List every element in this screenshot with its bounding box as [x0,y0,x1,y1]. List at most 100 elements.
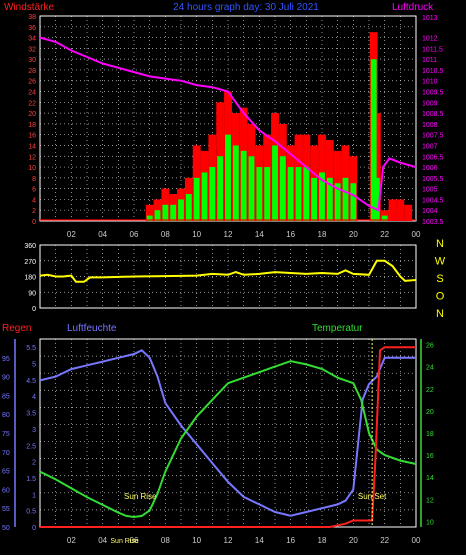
pressure-ytick-1013: 1013 [422,15,438,22]
left-title: Windstärke [4,2,54,13]
sun-rise-label: Sun Rise [124,492,157,501]
direction-line [39,259,417,283]
temperatur-label: Temperatur [312,323,363,334]
gust-bar [388,199,397,221]
humidity-ytick-65: 65 [2,469,10,476]
avg-bar [201,172,208,221]
temperature-line [39,360,417,519]
avg-bar [311,177,318,221]
wind-xtick-10: 10 [192,230,201,239]
wind-ytick-16: 16 [28,133,36,140]
wind-xtick-22: 22 [380,230,389,239]
humidity-ytick-50: 50 [2,525,10,532]
wind-ytick-20: 20 [28,111,36,118]
temp-ytick-26: 26 [426,343,434,350]
avg-bar [170,204,177,221]
avg-bar [154,210,161,221]
pressure-ytick-1003.5: 1003.5 [422,219,444,226]
climate-xtick-16: 16 [286,536,295,545]
wind-xtick-12: 12 [224,230,233,239]
humidity-line [39,349,416,517]
climate-xtick-14: 14 [255,536,264,545]
climate-xtick-02: 02 [67,536,76,545]
chart-title: 24 hours graph day: 30 Juli 2021 [173,2,319,13]
pressure-ytick-1007.5: 1007.5 [422,133,444,140]
avg-bar [264,167,271,221]
gust-bar [396,199,405,221]
wind-ytick-32: 32 [28,46,36,53]
rain-ytick-2.5: 2.5 [26,443,36,450]
wind-ytick-14: 14 [28,143,36,150]
pressure-ytick-1006: 1006 [422,165,438,172]
pressure-ytick-1005.5: 1005.5 [422,176,444,183]
wind-xtick-02: 02 [67,230,76,239]
wind-ytick-6: 6 [32,187,36,194]
avg-bar [279,156,286,221]
rain-ytick-5.5: 5.5 [26,345,36,352]
rain-ytick-4.5: 4.5 [26,378,36,385]
pressure-ytick-1006.5: 1006.5 [422,154,444,161]
rain-ytick-4: 4 [32,394,36,401]
humidity-ytick-85: 85 [2,393,10,400]
humidity-ytick-90: 90 [2,375,10,382]
avg-bar [342,177,349,221]
climate-xtick-20: 20 [349,536,358,545]
pressure-ytick-1004: 1004 [422,208,438,215]
gust-bar [380,210,389,221]
dir-ytick-90: 90 [28,290,36,297]
pressure-ytick-1011.5: 1011.5 [422,46,443,53]
dir-ytick-270: 270 [24,259,36,266]
avg-bar [303,167,310,221]
pressure-ytick-1009.5: 1009.5 [422,90,444,97]
temp-ytick-18: 18 [426,431,434,438]
humidity-ytick-60: 60 [2,487,10,494]
avg-bar [381,215,388,221]
avg-bar [319,172,325,221]
temp-ytick-24: 24 [426,365,434,372]
temp-ytick-22: 22 [426,387,434,394]
temp-ytick-10: 10 [426,519,434,526]
climate-xtick-06: 06 [130,536,139,545]
wind-ytick-0: 0 [32,219,36,226]
rain-ytick-1.5: 1.5 [26,476,36,483]
wind-xtick-06: 06 [130,230,139,239]
compass-N: N [436,238,444,250]
rain-ytick-3.5: 3.5 [26,411,36,418]
avg-bar [162,204,169,221]
gust-bar [404,204,413,221]
wind-ytick-36: 36 [28,25,36,32]
avg-bar [373,177,380,221]
wind-ytick-22: 22 [28,100,36,107]
compass-S: S [436,273,443,285]
wind-ytick-38: 38 [28,14,36,21]
wind-xtick-20: 20 [349,230,358,239]
avg-bar [334,183,341,221]
pressure-line [39,36,417,212]
avg-bar [232,145,239,221]
climate-xtick-10: 10 [192,536,201,545]
regen-label: Regen [2,323,31,334]
pressure-ytick-1004.5: 1004.5 [422,197,444,204]
wind-ytick-24: 24 [28,90,36,97]
avg-bar [146,215,153,221]
avg-bar [217,156,224,221]
humidity-ytick-55: 55 [2,506,10,513]
climate-xtick-08: 08 [161,536,170,545]
wind-xtick-08: 08 [161,230,170,239]
avg-bar [185,194,192,221]
avg-bar [295,167,302,221]
wind-ytick-10: 10 [28,165,36,172]
rain-ytick-1: 1 [32,492,36,499]
compass-N: N [436,308,444,320]
avg-bar [248,156,255,221]
pressure-ytick-1005: 1005 [422,187,438,194]
pressure-ytick-1012: 1012 [422,36,438,43]
wind-ytick-2: 2 [32,208,36,215]
wind-xtick-04: 04 [98,230,107,239]
pressure-ytick-1011: 1011 [422,57,437,64]
climate-xtick-00: 00 [412,536,421,545]
avg-bar [272,145,278,221]
gust-bar [372,113,381,221]
humidity-ytick-75: 75 [2,431,10,438]
avg-bar [287,167,294,221]
